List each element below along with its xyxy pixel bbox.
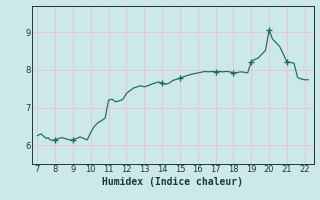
X-axis label: Humidex (Indice chaleur): Humidex (Indice chaleur)	[102, 177, 243, 187]
